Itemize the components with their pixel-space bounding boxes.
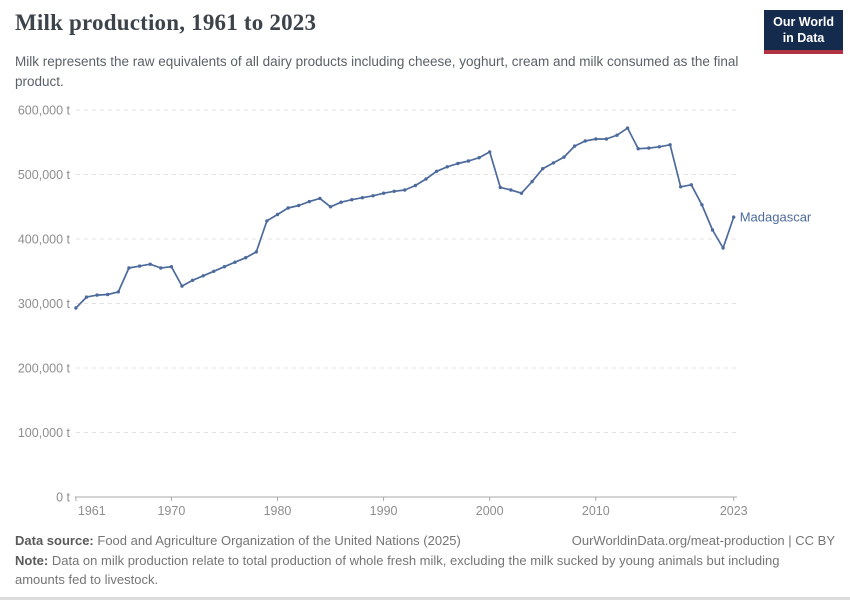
y-tick-label: 500,000 t [18,168,71,182]
data-point-1982[interactable] [297,203,301,208]
data-point-1986[interactable] [339,200,343,204]
owid-link[interactable]: OurWorldinData.org/meat-production | CC … [571,533,835,548]
x-tick-label: 1980 [264,504,292,518]
bottom-divider [0,597,850,600]
page-title: Milk production, 1961 to 2023 [15,10,317,35]
data-point-1994[interactable] [424,177,428,181]
data-source-line: Data source: Food and Agriculture Organi… [15,533,835,548]
x-tick-label: 2023 [720,504,748,518]
data-point-1966[interactable] [127,266,131,270]
data-point-2004[interactable] [530,179,534,184]
x-tick-label: 1990 [370,504,398,518]
data-point-1981[interactable] [286,206,290,210]
x-tick-label: 2000 [476,504,504,518]
data-point-1967[interactable] [137,264,142,268]
data-point-2023[interactable] [732,215,736,219]
owid-logo-line1: Our World [773,15,834,29]
data-point-1971[interactable] [180,284,184,288]
y-tick-label: 300,000 t [18,297,71,311]
data-point-2003[interactable] [519,191,524,195]
data-point-1993[interactable] [413,183,418,188]
data-point-2011[interactable] [604,137,609,141]
data-point-2006[interactable] [551,161,556,165]
series-line[interactable] [75,127,735,309]
data-point-1989[interactable] [371,194,375,198]
note-line: Note: Data on milk production relate to … [15,552,825,590]
data-point-1995[interactable] [434,169,439,173]
note-text: Data on milk production relate to total … [15,553,780,587]
y-tick-label: 0 t [56,491,70,505]
data-point-1997[interactable] [456,161,460,166]
data-point-1962[interactable] [84,295,89,299]
milk-production-line-chart[interactable]: 0 t 100,000 t 200,000 t 300,000 t 400,000 t 5… [0,95,850,525]
data-point-2017[interactable] [668,143,672,147]
data-point-2015[interactable] [647,146,651,150]
data-point-1964[interactable] [106,292,110,297]
data-point-2008[interactable] [572,144,577,148]
data-point-2022[interactable] [721,246,725,250]
y-tick-label: 600,000 t [18,104,71,118]
x-tick-label: 1970 [157,504,185,518]
data-point-1973[interactable] [201,274,205,278]
data-point-2012[interactable] [615,133,619,137]
y-tick-label: 200,000 t [18,362,71,376]
data-point-2001[interactable] [498,185,502,190]
data-point-1963[interactable] [95,293,99,297]
data-point-1984[interactable] [318,196,322,201]
data-point-2013[interactable] [625,126,630,130]
data-point-2019[interactable] [689,183,693,187]
data-point-1979[interactable] [265,219,269,223]
data-source-text: Food and Agriculture Organization of the… [97,533,461,548]
chart-area[interactable]: 0 t 100,000 t 200,000 t 300,000 t 400,000 t 5… [0,95,850,525]
data-point-1969[interactable] [159,266,163,270]
x-tick-label: 1961 [78,504,106,518]
data-point-1974[interactable] [212,269,216,273]
data-point-2007[interactable] [562,155,566,159]
data-point-2021[interactable] [710,228,715,232]
data-point-1980[interactable] [275,212,280,217]
chart-subtitle: Milk represents the raw equivalents of a… [15,54,739,90]
data-point-1972[interactable] [190,278,195,282]
data-point-2018[interactable] [679,185,683,189]
data-point-1985[interactable] [328,205,333,209]
data-point-1990[interactable] [381,191,386,195]
data-point-2002[interactable] [509,188,513,192]
data-point-1988[interactable] [360,196,365,200]
data-point-1961[interactable] [74,306,78,310]
data-point-1975[interactable] [222,265,227,269]
data-point-1999[interactable] [477,156,481,160]
data-source-label: Data source: [15,533,94,548]
data-point-2016[interactable] [657,145,662,149]
entity-label[interactable]: Madagascar [740,210,812,225]
data-point-2020[interactable] [700,203,704,207]
data-point-1992[interactable] [403,188,407,192]
data-point-2014[interactable] [636,147,640,151]
data-point-1965[interactable] [116,290,121,294]
data-point-1978[interactable] [254,250,258,254]
data-point-2009[interactable] [583,139,587,143]
data-point-1968[interactable] [148,262,152,266]
data-point-1976[interactable] [233,260,237,264]
data-point-1987[interactable] [350,198,354,202]
data-point-1991[interactable] [392,189,396,193]
note-label: Note: [15,553,49,568]
x-tick-label: 2010 [582,504,610,518]
data-point-1970[interactable] [169,265,174,269]
data-point-2010[interactable] [594,137,598,141]
data-point-2000[interactable] [488,150,492,154]
owid-logo[interactable]: Our World in Data [764,10,843,55]
y-tick-label: 100,000 t [18,426,71,440]
data-point-1996[interactable] [445,165,449,169]
y-tick-label: 400,000 t [18,233,71,247]
data-point-1998[interactable] [466,159,471,163]
data-point-1983[interactable] [307,199,311,204]
data-point-2005[interactable] [541,167,545,171]
owid-logo-line2: in Data [782,30,825,45]
data-point-1977[interactable] [244,256,248,260]
